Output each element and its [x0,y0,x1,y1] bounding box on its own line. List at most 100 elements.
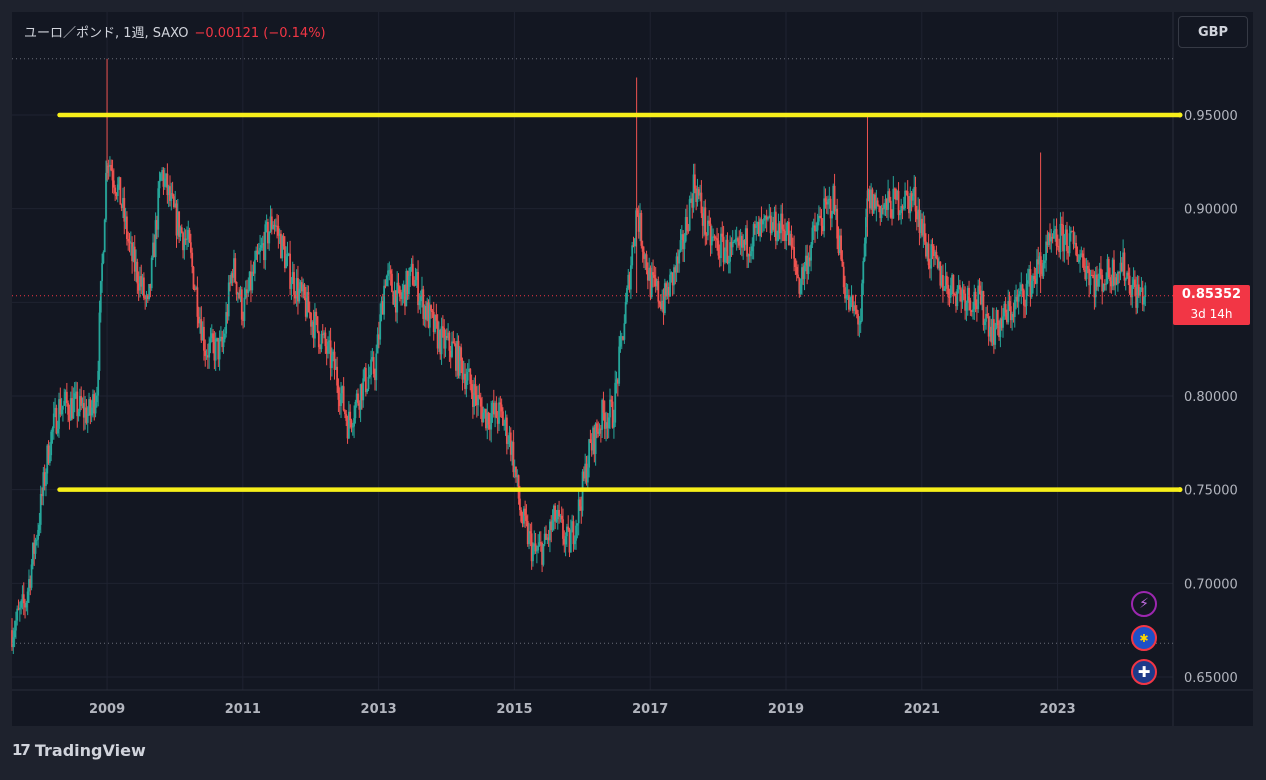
candle-body [660,303,662,309]
candle-body [502,411,504,426]
candle-body [213,342,216,361]
candle-body [827,199,829,205]
tradingview-brand[interactable]: 17 TradingView [12,739,146,761]
candle-body [592,427,594,451]
candle-body [1042,262,1045,277]
candle-body [1008,301,1011,307]
candle-body [197,316,200,324]
candle-body [417,271,419,306]
candle-body [797,274,799,279]
candle-body [921,218,923,236]
candle-body [39,493,42,525]
candle-body [767,217,769,220]
candle-body [695,188,698,202]
candle-body [259,247,261,252]
candle-body [347,411,350,439]
time-axis[interactable]: 2009 2011 2013 2015 2017 2019 2021 2023 [89,702,1076,717]
candle-body [931,244,934,247]
candle-body [926,243,929,257]
candle-body [260,245,263,248]
candle-body [84,407,87,418]
candle-body [524,508,527,516]
candle-body [344,410,346,415]
candle-body [192,266,195,289]
candle-body [710,236,713,246]
brand-name: TradingView [34,740,146,760]
candle-body [234,258,237,283]
candle-body [140,276,143,287]
candle-body [118,177,120,185]
candle-body [396,282,399,313]
candle-body [798,278,801,294]
candle-body [11,630,13,648]
candle-body [1036,259,1038,284]
candle-body [180,227,183,233]
candle-body [669,274,671,297]
candle-body [862,261,865,284]
candle-body [645,254,648,271]
candle-body [319,347,322,350]
candle-body [1075,243,1078,255]
candle-body [37,529,40,540]
candle-body [884,198,887,205]
candle-body [297,278,299,302]
symbol-title[interactable]: ユーロ／ポンド, 1週, SAXO [24,26,189,41]
candle-body [240,289,243,320]
candle-body [641,245,644,252]
x-tick-label: 2017 [632,702,668,717]
candle-body [405,270,408,307]
candle-body [144,297,147,299]
candle-body [231,273,234,278]
candle-body [622,336,624,340]
candle-body [756,221,759,227]
candle-body [55,407,58,434]
candle-body [956,289,959,307]
lightning-icon[interactable]: ⚡ [1131,591,1157,617]
candle-body [85,407,88,423]
candle-body [320,333,323,350]
candle-body [195,287,197,290]
candle-body [729,242,732,262]
candle-body [738,241,741,246]
candle-body [712,236,715,238]
candle-body [823,198,826,232]
candle-body [438,329,440,349]
candle-body [512,441,515,473]
candle-body [983,321,986,326]
candle-body [93,394,96,414]
candle-body [203,326,205,351]
candle-body [1140,287,1143,290]
candle-body [782,229,785,231]
candle-body [441,326,444,329]
candle-body [374,373,376,381]
candle-body [418,301,421,306]
candle-body [247,290,250,294]
candle-body [928,265,931,269]
candle-body [1041,265,1044,277]
candle-body [653,274,656,278]
eu-flag-icon[interactable]: ✱ [1131,625,1157,651]
candle-body [1047,233,1050,246]
candle-body [423,306,426,319]
candle-body [312,321,315,339]
uk-flag-icon[interactable]: ✚ [1131,659,1157,685]
candle-body [1097,278,1100,287]
candle-body [684,217,687,242]
price-axis[interactable]: 0.950000.900000.850000.800000.750000.700… [1184,109,1238,686]
symbol-legend[interactable]: ユーロ／ポンド, 1週, SAXO −0.00121 (−0.14%) [24,22,326,41]
currency-button[interactable]: GBP [1178,16,1248,48]
x-tick-label: 2023 [1039,702,1075,717]
candle-body [1132,279,1135,285]
candle-body [367,376,370,390]
candle-body [404,284,406,307]
chart-pane[interactable] [12,12,1253,726]
candle-body [908,196,910,214]
candle-body [807,257,810,275]
candle-body [794,258,797,268]
candle-body [676,256,679,264]
candle-body [972,309,974,313]
candle-body [123,197,126,222]
candle-body [1034,279,1037,284]
tradingview-logo-icon: 17 [12,741,31,759]
